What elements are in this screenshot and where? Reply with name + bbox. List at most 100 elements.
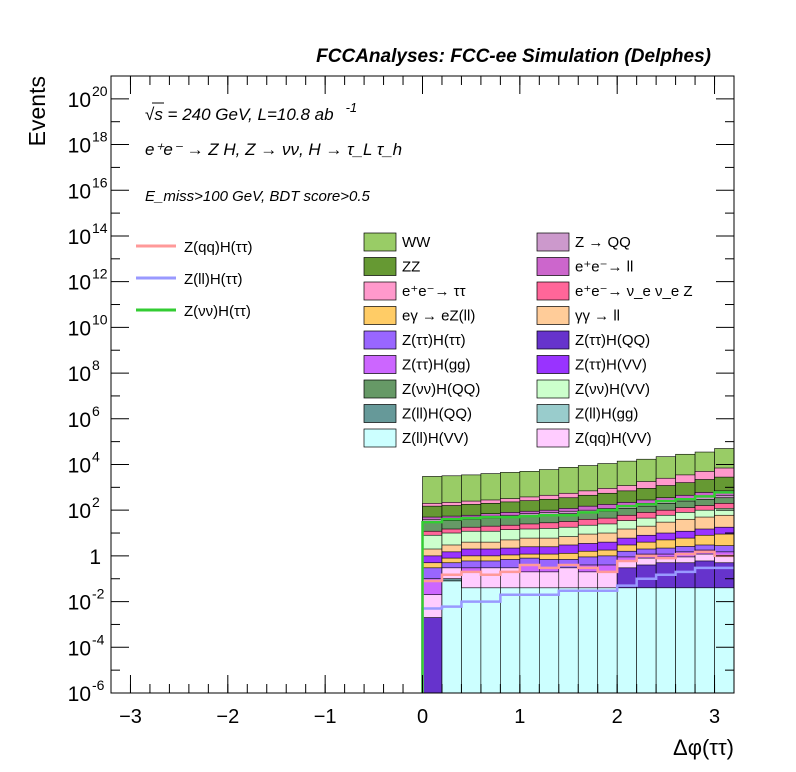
y-tick-label: 10 — [68, 317, 91, 340]
legend-background-label: e⁺e⁻→ ν_e ν_e Z — [575, 283, 693, 300]
bar-z-ll-h-vv--bin-12 — [655, 587, 676, 694]
x-tick-label: 2 — [612, 706, 623, 728]
bar-z-ll-h-vv--bin-8 — [577, 587, 599, 694]
legend-fill-swatch — [363, 379, 397, 399]
annotation-energy: √s = 240 GeV, L=10.8 ab -1 — [145, 100, 357, 124]
legend-fill-swatch — [536, 428, 570, 448]
legend-background-label: Z(ll)H(gg) — [575, 406, 638, 423]
y-tick-exponent: 14 — [92, 220, 108, 236]
bar-z-ll-h-vv--bin-2 — [461, 587, 482, 694]
legend-fill-swatch — [536, 257, 570, 276]
annotation-cuts: E_miss>100 GeV, BDT score>0.5 — [145, 188, 370, 205]
y-tick-exponent: 16 — [92, 174, 108, 190]
legend-fill-swatch — [363, 404, 397, 423]
annotation-block: √s = 240 GeV, L=10.8 ab -1 e⁺e⁻ → Z H, Z … — [145, 100, 402, 205]
y-tick-label: 10 — [68, 409, 91, 432]
bar-z-ll-h-vv--bin-3 — [480, 587, 501, 694]
bar-z-ll-h-vv--bin-10 — [616, 587, 637, 694]
y-tick-exponent: 2 — [92, 494, 100, 510]
legend-background-label: Z(ττ)H(QQ) — [575, 332, 650, 349]
y-tick-exponent: 8 — [92, 357, 100, 373]
legend-background-label: Z(νν)H(QQ) — [402, 381, 480, 398]
legend-fill-swatch — [363, 330, 397, 350]
legend-background-label: γγ → ll — [575, 308, 620, 325]
legend-fill-swatch — [536, 330, 570, 350]
y-tick-exponent: 12 — [92, 266, 108, 282]
legend-background-label: eγ → eZ(ll) — [402, 308, 475, 325]
legend-signal-label: Z(qq)H(ττ) — [184, 239, 253, 256]
x-tick-label: 1 — [514, 706, 525, 728]
legend-background-label: Z(ττ)H(VV) — [575, 357, 647, 374]
legend-fill-swatch — [363, 257, 397, 276]
legend-background-label: Z(νν)H(VV) — [575, 381, 650, 398]
y-tick-label: 10 — [68, 226, 91, 249]
legend-fill-swatch — [536, 306, 570, 325]
bar-z-ll-h-vv--bin-9 — [597, 587, 618, 694]
legend-fill-swatch — [536, 404, 570, 423]
x-tick-label: −3 — [119, 706, 142, 728]
y-tick-exponent: 10 — [92, 311, 108, 327]
legend-fill-swatch — [363, 428, 397, 448]
legend-fill-swatch — [536, 355, 570, 374]
bar-z-ll-h-vv--bin-5 — [519, 587, 540, 694]
chart-title: FCCAnalyses: FCC-ee Simulation (Delphes) — [316, 46, 711, 67]
legend-background-label: Z(ττ)H(gg) — [402, 357, 471, 374]
legend-background-label: Z(ττ)H(ττ) — [402, 332, 466, 349]
legend-background-label: Z(ll)H(QQ) — [402, 406, 472, 423]
bar-z-ll-h-vv--bin-6 — [539, 587, 560, 694]
bar-z-ll-h-vv--bin-7 — [558, 587, 579, 694]
bar-z-ll-h-vv--bin-15 — [714, 587, 735, 694]
legend-background-label: WW — [402, 234, 431, 251]
y-tick-label: 10 — [68, 180, 91, 203]
legend-signal-label: Z(νν)H(ττ) — [184, 303, 251, 320]
legend-fill-swatch — [363, 281, 397, 301]
y-tick-label: 10 — [68, 272, 91, 295]
legend: Z(qq)H(ττ) Z(ll)H(ττ) Z(νν)H(ττ) WW Z → QQ ZZ… — [136, 232, 693, 448]
y-tick-exponent: 18 — [92, 129, 108, 145]
bar-z-ll-h-vv--bin-4 — [500, 587, 521, 694]
x-tick-label: 0 — [417, 706, 428, 728]
y-axis-title: Events — [24, 76, 50, 146]
y-tick-label: 10 — [68, 592, 91, 615]
bar-z-h-qq--bin-0 — [422, 617, 443, 694]
y-tick-label: 10 — [68, 637, 91, 660]
y-tick-label: 10 — [68, 500, 91, 523]
legend-fill-swatch — [536, 281, 570, 301]
y-tick-label: 10 — [68, 454, 91, 477]
line-z-ll-h- — [421, 566, 734, 693]
annotation-process: e⁺e⁻ → Z H, Z → νν, H → τ_L τ_h — [145, 140, 402, 159]
y-tick-label: 10 — [68, 683, 91, 706]
signal-lines — [421, 491, 734, 693]
bar-z-ll-h-vv--bin-11 — [636, 587, 657, 694]
y-tick-label: 10 — [68, 363, 91, 386]
legend-background-label: Z(qq)H(VV) — [575, 430, 652, 447]
x-tick-label: −1 — [314, 706, 337, 728]
y-tick-exponent: 6 — [92, 403, 100, 419]
legend-background-label: e⁺e⁻→ ττ — [402, 283, 466, 300]
y-tick-exponent: -6 — [92, 677, 105, 693]
y-tick-exponent: -4 — [92, 631, 105, 647]
legend-fill-swatch — [363, 355, 397, 374]
legend-background-label: Z → QQ — [575, 234, 631, 251]
y-tick-exponent: 20 — [92, 83, 108, 99]
legend-background-label: e⁺e⁻→ ll — [575, 259, 633, 276]
x-axis-title: Δφ(ττ) — [673, 735, 734, 760]
histogram-stack — [422, 448, 735, 694]
x-tick-label: −2 — [216, 706, 239, 728]
line-z-qq-h- — [421, 550, 734, 693]
legend-signal-label: Z(ll)H(ττ) — [184, 271, 243, 288]
y-tick-exponent: 4 — [92, 448, 100, 464]
line-z-h- — [421, 491, 734, 693]
legend-background-label: ZZ — [402, 259, 420, 276]
legend-fill-swatch — [536, 379, 570, 399]
bar-z-ll-h-vv--bin-1 — [441, 580, 462, 694]
y-tick-label: 1 — [89, 546, 101, 569]
bar-z-ll-h-vv--bin-13 — [675, 587, 696, 694]
bar-z-ll-h-vv--bin-14 — [694, 587, 715, 694]
legend-fill-swatch — [363, 232, 397, 252]
legend-fill-swatch — [536, 232, 570, 252]
x-tick-label: 3 — [709, 706, 720, 728]
y-tick-label: 10 — [68, 135, 91, 158]
